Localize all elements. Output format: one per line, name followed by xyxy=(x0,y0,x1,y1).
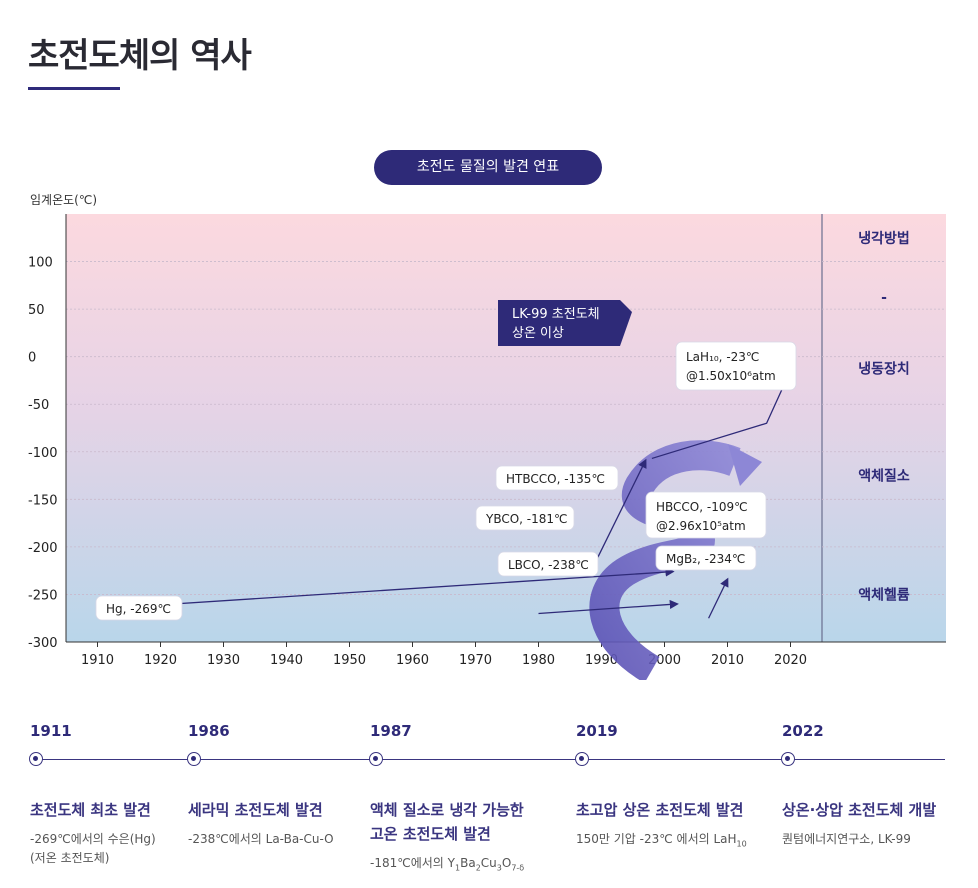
timeline-desc-1986: -238℃에서의 La-Ba-Cu-O xyxy=(188,830,334,849)
callout-box xyxy=(475,505,575,531)
callout-box xyxy=(655,545,757,571)
timeline-year-1987: 1987 xyxy=(370,722,412,740)
cooling-band-label: 냉각방법 xyxy=(858,230,910,247)
y-tick-label: -50 xyxy=(28,398,49,413)
y-tick-label: -300 xyxy=(28,636,58,651)
x-tick-label: 2010 xyxy=(711,653,744,668)
callout-text: HBCCO, -109℃ xyxy=(656,500,748,514)
callout: YBCO, -181℃ xyxy=(475,505,575,531)
timeline-heading-line: 초전도체 최초 발견 xyxy=(30,801,151,819)
timeline-heading-2022: 상온·상압 초전도체 개발 xyxy=(782,798,936,822)
callout-text: MgB₂, -234℃ xyxy=(666,552,745,566)
callout-text: Hg, -269℃ xyxy=(106,602,171,616)
trend-line-1987-1997 xyxy=(588,458,647,576)
callout-box xyxy=(95,595,183,621)
cooling-band-label: - xyxy=(881,290,887,306)
x-tick-label: 1930 xyxy=(207,653,240,668)
title-underline xyxy=(28,87,120,90)
spiral-ribbon xyxy=(589,440,762,680)
cooling-band-label: 액체질소 xyxy=(858,468,910,485)
callout-text: LBCO, -238℃ xyxy=(508,558,589,572)
timeline-desc-line: -181℃에서의 xyxy=(370,856,448,870)
timeline-year-2022: 2022 xyxy=(782,722,824,740)
timeline-heading-line: 고온 초전도체 발견 xyxy=(370,825,491,843)
x-tick-label: 1910 xyxy=(81,653,114,668)
timeline-year-1986: 1986 xyxy=(188,722,230,740)
x-tick-label: 1970 xyxy=(459,653,492,668)
x-tick-label: 1940 xyxy=(270,653,303,668)
x-tick-label: 2020 xyxy=(774,653,807,668)
timeline-dot-2019 xyxy=(575,752,589,766)
plot-background xyxy=(66,214,946,642)
trend-line-1998-2019 xyxy=(651,374,790,460)
callout: HTBCCO, -135℃ xyxy=(495,465,619,491)
lk99-line2: 상온 이상 xyxy=(512,326,564,341)
x-tick-label: 1950 xyxy=(333,653,366,668)
callout-text-2: @2.96x10⁵atm xyxy=(656,519,746,533)
callout-text: HTBCCO, -135℃ xyxy=(506,472,605,486)
formula-subscript: 10 xyxy=(736,839,747,849)
y-tick-label: 100 xyxy=(28,256,53,271)
timeline-desc-1911: -269℃에서의 수은(Hg) (저온 초전도체) xyxy=(30,830,156,868)
formula-ybco: Y1Ba2Cu3O7-δ xyxy=(447,856,525,873)
callout-box xyxy=(675,341,797,391)
y-tick-label: -100 xyxy=(28,446,58,461)
callout: HBCCO, -109℃ @2.96x10⁵atm xyxy=(645,491,767,539)
timeline-dot-1986 xyxy=(187,752,201,766)
y-tick-label: 50 xyxy=(28,303,45,318)
timeline-heading-line: 초고압 상온 초전도체 발견 xyxy=(576,801,744,819)
callout: LBCO, -238℃ xyxy=(497,551,599,577)
y-tick-label: 0 xyxy=(28,351,36,366)
chart-title: 초전도 물질의 발견 연표 xyxy=(374,150,602,185)
timeline-desc-2019: 150만 기압 -23℃ 에서의 LaH10 xyxy=(576,830,747,853)
y-axis-label: 임계온도(℃) xyxy=(30,193,98,207)
x-tick-label: 1920 xyxy=(144,653,177,668)
callout: Hg, -269℃ xyxy=(95,595,183,621)
x-tick-label: 1980 xyxy=(522,653,555,668)
timeline-dot-1911 xyxy=(29,752,43,766)
callout: LaH₁₀, -23℃ @1.50x10⁶atm xyxy=(675,341,797,391)
x-tick-label: 1990 xyxy=(585,653,618,668)
callout-text: YBCO, -181℃ xyxy=(485,512,568,526)
callout-box xyxy=(497,551,599,577)
timeline-desc-line: -238℃에서의 La-Ba-Cu-O xyxy=(188,832,334,846)
timeline-heading-line: 상온·상압 초전도체 개발 xyxy=(782,801,937,819)
cooling-band-label: 냉동장치 xyxy=(858,361,910,378)
lk99-box xyxy=(498,300,632,346)
timeline-heading-1911: 초전도체 최초 발견 xyxy=(30,798,151,822)
y-tick-label: -150 xyxy=(28,493,58,508)
x-tick-label: 1960 xyxy=(396,653,429,668)
timeline-heading-1986: 세라믹 초전도체 발견 xyxy=(188,798,323,822)
page-title: 초전도체의 역사 xyxy=(28,36,252,76)
timeline-desc-2022: 퀀텀에너지연구소, LK-99 xyxy=(782,830,911,849)
timeline-heading-1987: 액체 질소로 냉각 가능한 고온 초전도체 발견 xyxy=(370,798,524,846)
timeline-year-2019: 2019 xyxy=(576,722,618,740)
callout-box xyxy=(495,465,619,491)
timeline-heading-line: 액체 질소로 냉각 가능한 xyxy=(370,801,524,819)
callout-text-2: @1.50x10⁶atm xyxy=(686,369,776,383)
cooling-band-label: 액체헬륨 xyxy=(858,586,910,603)
timeline-dot-1987 xyxy=(369,752,383,766)
timeline-heading-2019: 초고압 상온 초전도체 발견 xyxy=(576,798,743,822)
trend-line-1911-2001 xyxy=(103,567,675,610)
timeline-desc-line: 150만 기압 -23℃ 에서의 LaH xyxy=(576,832,737,846)
timeline-desc-line: (저온 초전도체) xyxy=(30,851,110,865)
timeline-line xyxy=(30,759,945,760)
callout-text: LaH₁₀, -23℃ xyxy=(686,350,759,364)
timeline-year-1911: 1911 xyxy=(30,722,72,740)
timeline-heading-line: 세라믹 초전도체 발견 xyxy=(188,801,323,819)
timeline-desc-1987: -181℃에서의 Y1Ba2Cu3O7-δ xyxy=(370,854,524,877)
timeline-desc-line: -269℃에서의 수은(Hg) xyxy=(30,832,156,846)
trend-line-mgb2 xyxy=(708,577,729,619)
callout: MgB₂, -234℃ xyxy=(655,545,757,571)
timeline-dot-2022 xyxy=(781,752,795,766)
lk99-line1: LK-99 초전도체 xyxy=(512,307,600,322)
y-tick-label: -250 xyxy=(28,588,58,603)
timeline-desc-line: 퀀텀에너지연구소, LK-99 xyxy=(782,832,911,846)
trend-line-minor xyxy=(538,599,679,615)
y-tick-label: -200 xyxy=(28,541,58,556)
callout-box xyxy=(645,491,767,539)
